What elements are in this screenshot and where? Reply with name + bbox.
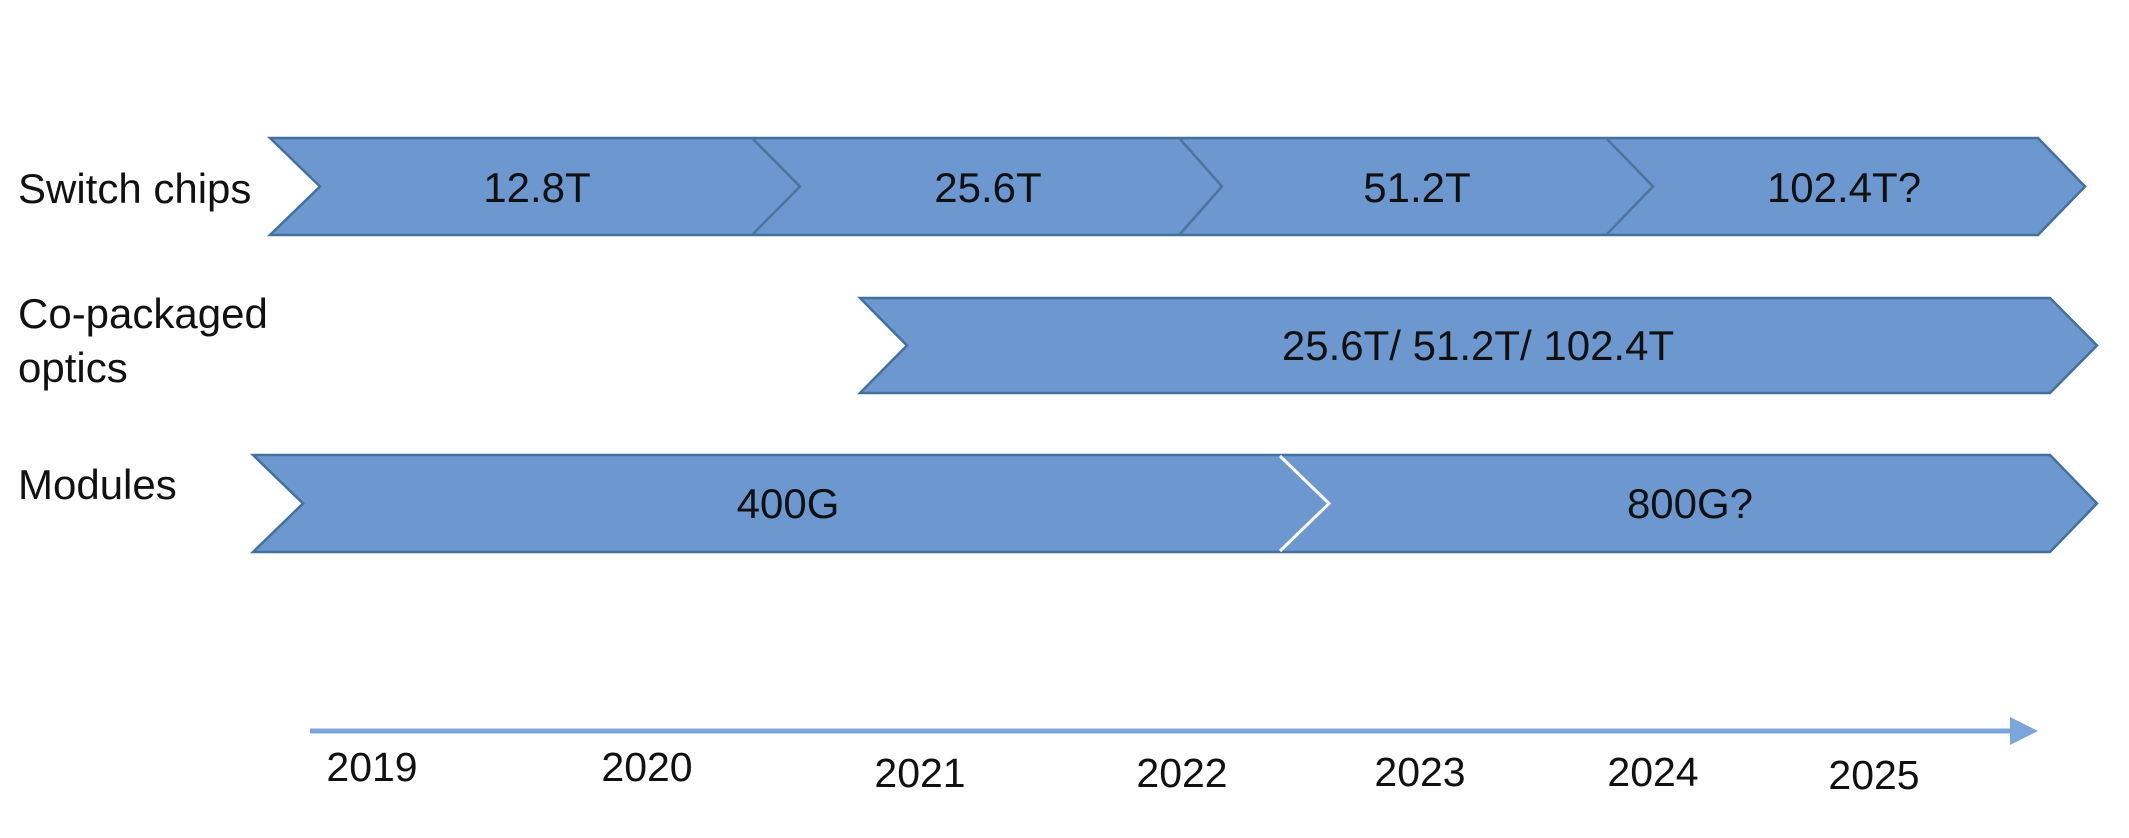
- year-label-2021: 2021: [874, 750, 965, 796]
- switch-chips-segment-label-25-6t: 25.6T: [934, 164, 1041, 211]
- co-packaged-optics-arrow-bar: [857, 296, 2099, 395]
- year-label-2022: 2022: [1136, 750, 1227, 796]
- year-label-2023: 2023: [1374, 749, 1465, 795]
- switch-chips-segment-label-102-4t: 102.4T?: [1767, 164, 1921, 211]
- year-label-2024: 2024: [1607, 749, 1698, 795]
- year-label-2020: 2020: [601, 744, 692, 790]
- switch-chips-divider-2: [1179, 138, 1224, 235]
- row-label-modules: Modules: [18, 461, 177, 508]
- modules-segment-label-800g: 800G?: [1627, 480, 1753, 527]
- modules-segment-label-400g: 400G: [737, 480, 840, 527]
- switch-chips-segment-label-12-8t: 12.8T: [483, 164, 590, 211]
- co-packaged-optics-segment-label: 25.6T/ 51.2T/ 102.4T: [1282, 322, 1674, 369]
- year-label-2025: 2025: [1828, 752, 1919, 798]
- modules-divider: [1278, 454, 1332, 553]
- modules-arrow-bar: [249, 453, 2099, 554]
- row-label-co-packaged-optics: Co-packaged optics: [18, 290, 268, 391]
- year-label-2019: 2019: [326, 744, 417, 790]
- switch-chips-divider-1: [752, 138, 802, 235]
- switch-chips-segment-label-51-2t: 51.2T: [1363, 164, 1470, 211]
- timeline-axis-arrowhead-icon: [2010, 717, 2038, 745]
- row-label-switch-chips: Switch chips: [18, 165, 252, 212]
- switch-chips-divider-3: [1606, 138, 1655, 235]
